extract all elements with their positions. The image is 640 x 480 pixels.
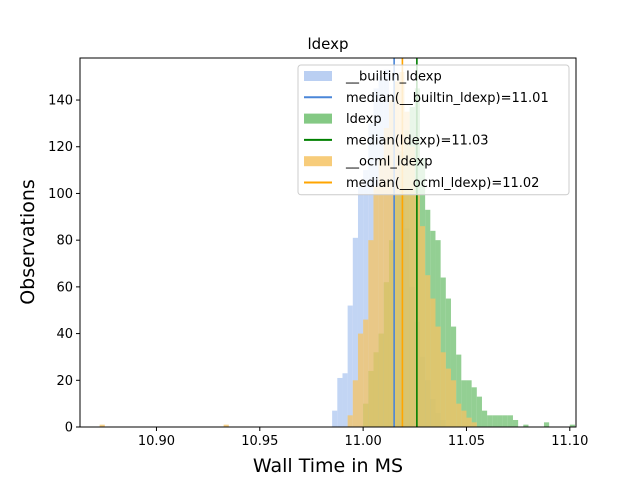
histogram-bar: [99, 424, 105, 427]
histogram-bar: [481, 410, 488, 427]
histogram-bar: [357, 186, 364, 427]
legend-label: median(ldexp)=11.03: [346, 133, 489, 148]
plot-area: [99, 58, 575, 428]
histogram-bar: [363, 319, 369, 427]
histogram-bar: [378, 158, 384, 428]
histogram-bar: [223, 424, 229, 427]
x-tick-label: 10.90: [138, 434, 175, 449]
y-tick-label: 120: [48, 140, 73, 155]
legend-swatch: [304, 113, 332, 124]
histogram-bar: [425, 275, 431, 427]
histogram-bar: [512, 419, 519, 427]
histogram-bar: [347, 305, 353, 427]
histogram-bar: [368, 240, 374, 427]
y-tick-label: 40: [56, 327, 73, 342]
histogram-bar: [450, 380, 457, 427]
legend-label: ldexp: [346, 112, 382, 127]
histogram-bar: [419, 226, 426, 427]
histogram-bar: [357, 333, 364, 427]
axes-frame: [79, 57, 577, 428]
legend-label: median(__builtin_ldexp)=11.01: [346, 91, 549, 106]
histogram-bar: [440, 352, 446, 427]
histogram-bar: [461, 380, 467, 427]
histogram-bar: [404, 111, 410, 427]
x-tick-label: 11.05: [448, 434, 485, 449]
y-tick-label: 80: [56, 234, 73, 249]
histogram-bar: [435, 326, 441, 427]
x-tick-label: 10.95: [241, 434, 278, 449]
y-axis-label: Observations: [17, 179, 39, 305]
legend-label: __ocml_ldexp: [345, 155, 432, 170]
histogram-bar: [492, 415, 498, 427]
histogram-bar: [352, 380, 358, 427]
histogram-bar: [456, 403, 462, 427]
legend-label: __builtin_ldexp: [345, 70, 442, 85]
histogram-bar: [476, 396, 482, 427]
histogram-bar: [471, 422, 477, 427]
axis-ticks: 10.90 10.95 11.00 11.05 11.10 0 20 40 60 80 100 120…: [48, 94, 588, 449]
histogram-bar: [487, 415, 493, 427]
histogram-bar: [373, 186, 379, 427]
histogram-bar: [471, 387, 477, 427]
legend-box: [297, 64, 570, 196]
legend-swatch: [304, 71, 332, 81]
series-ocmlldexp: [99, 72, 477, 428]
histogram-bar: [342, 373, 348, 427]
x-axis-label: Wall Time in MS: [253, 455, 403, 477]
y-tick-label: 60: [56, 280, 73, 295]
x-tick-label: 11.10: [551, 434, 588, 449]
histogram-bar: [507, 415, 513, 427]
histogram-bar: [497, 415, 503, 427]
histogram-bar: [466, 380, 472, 427]
histogram-bar: [332, 410, 338, 427]
chart-title: ldexp: [307, 35, 348, 53]
histogram-bar: [543, 422, 550, 427]
histogram-bar: [363, 170, 369, 427]
histogram-bar: [502, 415, 508, 427]
y-tick-label: 140: [48, 94, 73, 109]
histogram-bar: [430, 298, 436, 427]
legend-swatch: [304, 156, 332, 167]
histogram-bar: [409, 146, 415, 427]
y-tick-label: 20: [56, 374, 73, 389]
histogram-bar: [394, 81, 400, 427]
histogram-bar: [383, 128, 389, 427]
histogram-bar: [461, 410, 467, 427]
histogram-bar: [440, 277, 446, 427]
legend-label: median(__ocml_ldexp)=11.02: [346, 176, 539, 191]
y-tick-label: 0: [65, 421, 73, 436]
x-tick-label: 11.00: [345, 434, 382, 449]
histogram-bar: [388, 100, 395, 427]
legend: __builtin_ldexp median(__builtin_ldexp)=1…: [297, 64, 570, 196]
histogram-bar: [569, 424, 575, 427]
histogram-bar: [347, 415, 353, 427]
histogram-bar: [523, 424, 529, 427]
y-tick-label: 100: [48, 187, 73, 202]
histogram-bar: [466, 417, 472, 427]
histogram-bar: [352, 237, 358, 427]
histogram-bar: [445, 298, 451, 427]
histogram-bar: [456, 354, 462, 427]
histogram-bar: [337, 377, 343, 427]
histogram-bar: [445, 368, 451, 427]
histogram-bar: [450, 326, 457, 427]
